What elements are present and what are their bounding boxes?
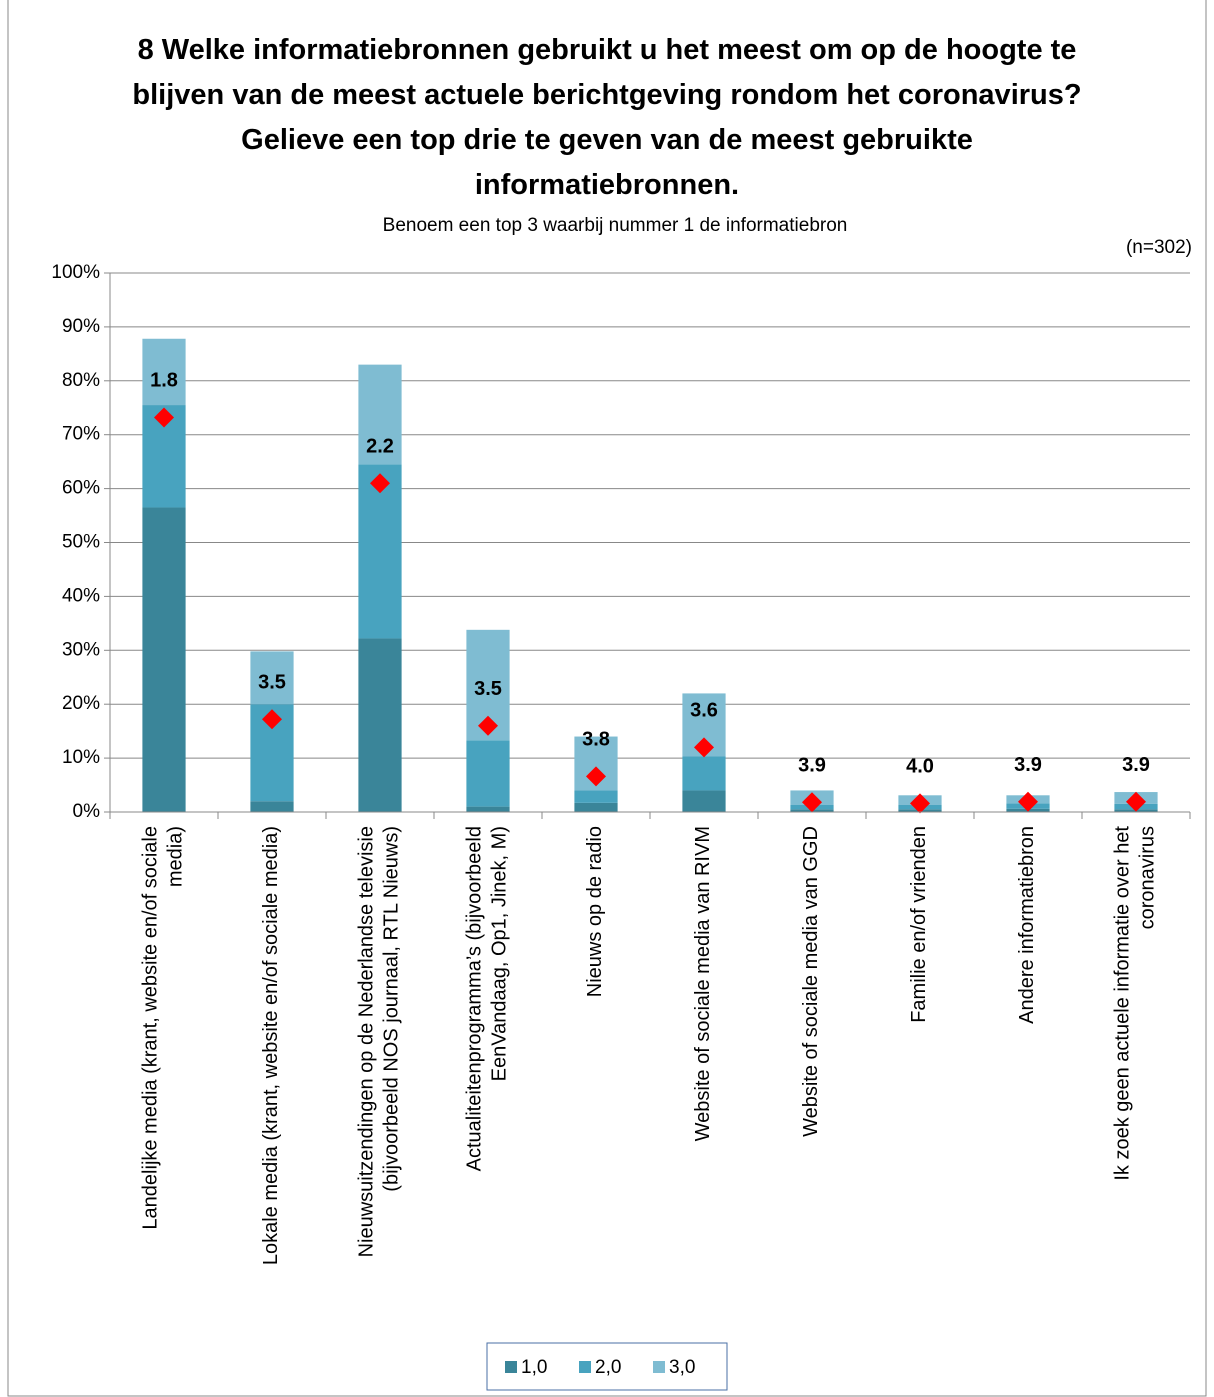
y-tick-label: 20% xyxy=(62,693,100,714)
average-label: 4.0 xyxy=(906,756,934,778)
y-tick-label: 70% xyxy=(62,424,100,445)
x-tick-label: Lokale media (krant, website en/of socia… xyxy=(260,826,282,1265)
legend-label: 2,0 xyxy=(595,1357,621,1378)
marker xyxy=(1126,791,1146,812)
bar-segment xyxy=(682,790,726,812)
legend-swatch xyxy=(653,1361,665,1373)
x-tick-label-group: Website of sociale media van GGD xyxy=(800,826,822,1137)
y-tick-label: 10% xyxy=(62,747,100,768)
marker xyxy=(370,473,390,494)
x-tick-label-group: Ik zoek geen actuele informatie over het… xyxy=(1112,826,1159,1181)
average-label: 3.6 xyxy=(690,700,718,722)
average-label: 3.9 xyxy=(1122,754,1150,776)
bar-segment xyxy=(250,651,294,705)
y-tick-label: 80% xyxy=(62,370,100,391)
marker xyxy=(910,793,930,814)
bar-segment xyxy=(250,801,294,812)
average-label: 3.5 xyxy=(258,672,286,694)
chart-subtitle: Benoem een top 3 waarbij nummer 1 de inf… xyxy=(383,215,848,236)
average-label: 2.2 xyxy=(366,435,394,457)
legend-frame xyxy=(486,1342,728,1391)
y-tick-label: 100% xyxy=(51,262,100,283)
x-tick-label: Website of sociale media van RIVM xyxy=(692,826,714,1141)
chart-title: 8 Welke informatiebronnen gebruikt u het… xyxy=(132,34,1082,201)
bar-segment xyxy=(574,802,618,812)
bar-segment xyxy=(682,756,726,791)
x-tick-label-group: Familie en/of vrienden xyxy=(908,826,930,1023)
bar-segment xyxy=(358,638,402,812)
x-tick-label: Nieuws op de radio xyxy=(584,826,606,997)
average-label: 3.5 xyxy=(474,678,502,700)
legend-label: 1,0 xyxy=(521,1357,547,1378)
x-tick-label: Landelijke media (krant, website en/of s… xyxy=(140,826,187,1230)
bar-segment xyxy=(466,806,510,812)
y-tick-label: 0% xyxy=(73,801,101,822)
y-tick-label: 60% xyxy=(62,478,100,499)
x-tick-label-group: Nieuws op de radio xyxy=(584,826,606,997)
bar-segment xyxy=(358,364,402,465)
average-label: 3.9 xyxy=(1014,754,1042,776)
bar-segment xyxy=(358,464,402,639)
marker xyxy=(262,709,282,730)
x-tick-label: Nieuwsuitzendingen op de Nederlandse tel… xyxy=(356,826,403,1257)
x-tick-label-group: Landelijke media (krant, website en/of s… xyxy=(140,826,187,1230)
x-tick-label-group: Actualiteitenprogramma’s (bijvoorbeeld Ee… xyxy=(464,826,511,1171)
x-tick-label: Familie en/of vrienden xyxy=(908,826,930,1023)
legend-label: 3,0 xyxy=(669,1357,695,1378)
x-tick-label-group: Lokale media (krant, website en/of socia… xyxy=(260,826,282,1265)
x-tick-label: Ik zoek geen actuele informatie over het… xyxy=(1112,826,1159,1181)
average-label: 3.9 xyxy=(798,755,826,777)
x-tick-label-group: Andere informatiebron xyxy=(1016,826,1038,1024)
y-tick-label: 30% xyxy=(62,639,100,660)
x-tick-label-group: Nieuwsuitzendingen op de Nederlandse tel… xyxy=(356,826,403,1257)
marker xyxy=(694,737,714,758)
chart-frame xyxy=(7,0,1207,1397)
y-tick-label: 40% xyxy=(62,585,100,606)
y-tick-label: 90% xyxy=(62,316,100,337)
bar-segment xyxy=(142,507,186,812)
x-tick-label: Andere informatiebron xyxy=(1016,826,1038,1024)
legend-swatch xyxy=(579,1361,591,1373)
marker xyxy=(154,407,174,428)
sample-note: (n=302) xyxy=(1126,237,1192,258)
y-tick-label: 50% xyxy=(62,532,100,553)
marker xyxy=(802,792,822,813)
legend-swatch xyxy=(505,1361,517,1373)
marker xyxy=(1018,791,1038,812)
average-label: 3.8 xyxy=(582,729,610,751)
marker xyxy=(478,715,498,736)
marker xyxy=(586,766,606,787)
x-tick-label: Website of sociale media van GGD xyxy=(800,826,822,1137)
bar-segment xyxy=(466,740,510,807)
x-tick-label: Actualiteitenprogramma’s (bijvoorbeeld Ee… xyxy=(464,826,511,1171)
bar-segment xyxy=(142,338,186,406)
x-tick-label-group: Website of sociale media van RIVM xyxy=(692,826,714,1141)
bar-segment xyxy=(574,790,618,803)
average-label: 1.8 xyxy=(150,370,178,392)
